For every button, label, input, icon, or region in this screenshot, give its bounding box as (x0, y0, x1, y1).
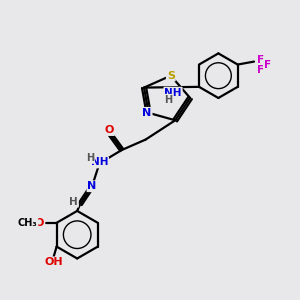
Text: N: N (142, 108, 152, 118)
Text: OH: OH (44, 257, 63, 267)
Text: NH: NH (91, 158, 108, 167)
Text: O: O (105, 125, 114, 135)
Text: H: H (86, 153, 94, 163)
Text: S: S (167, 71, 175, 81)
Text: CH₃: CH₃ (18, 218, 38, 228)
Text: H: H (69, 197, 78, 207)
Text: N: N (87, 181, 97, 191)
Text: H: H (164, 95, 172, 105)
Text: F: F (264, 59, 271, 70)
Text: F: F (257, 56, 264, 65)
Text: F: F (257, 65, 264, 75)
Text: O: O (35, 218, 44, 228)
Text: NH: NH (164, 88, 182, 98)
